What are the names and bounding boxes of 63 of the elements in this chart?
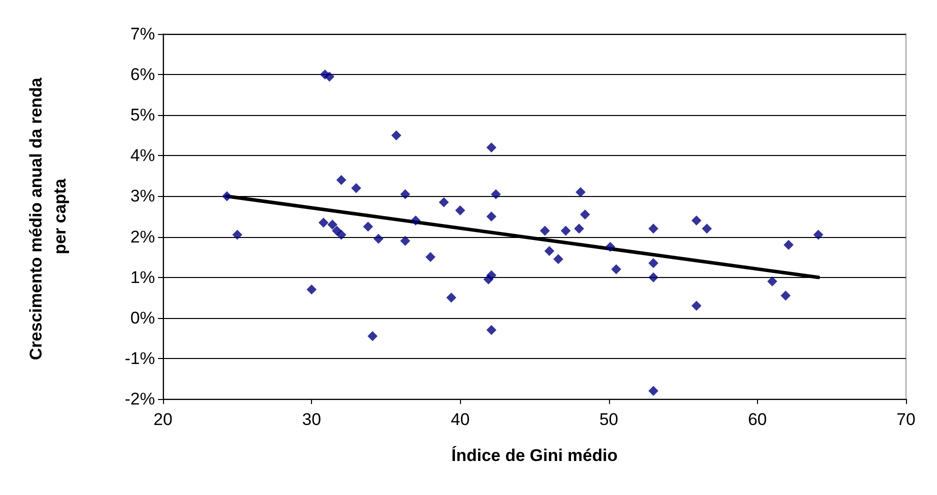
y-tick-label: 2% [130, 227, 155, 246]
point [327, 220, 338, 230]
point [232, 230, 242, 240]
point [438, 197, 449, 208]
point [648, 386, 658, 396]
point [574, 224, 584, 234]
point [648, 258, 658, 268]
point [363, 222, 374, 232]
point [490, 189, 501, 200]
point [767, 276, 778, 286]
point [324, 72, 334, 82]
point [318, 218, 328, 228]
point [648, 272, 658, 282]
x-tick-label: 20 [154, 410, 172, 429]
point [691, 300, 702, 311]
point [784, 240, 794, 250]
point [648, 224, 658, 234]
point [306, 284, 317, 294]
point [702, 224, 712, 234]
y-tick-label: -1% [124, 348, 155, 368]
point [373, 234, 384, 244]
point [553, 254, 564, 264]
point [455, 205, 466, 216]
point [576, 187, 586, 198]
point [580, 209, 590, 220]
point [560, 226, 571, 236]
point [336, 175, 346, 185]
y-tick-label: 4% [130, 146, 155, 166]
x-tick-label: 70 [896, 410, 916, 429]
x-tick-label: 60 [748, 410, 767, 429]
point [540, 226, 550, 236]
point [486, 212, 496, 222]
point [391, 130, 402, 140]
y-tick-label: 7% [130, 24, 155, 44]
point [486, 142, 496, 153]
y-tick-label: 0% [130, 308, 155, 328]
point [544, 246, 554, 256]
y-tick-label: 3% [130, 186, 155, 206]
point [222, 191, 232, 202]
point [483, 274, 494, 284]
x-axis-title: Índice de Gini médio [451, 445, 618, 465]
point [780, 290, 791, 301]
point [605, 242, 616, 252]
x-tick-label: 50 [599, 410, 618, 429]
point [410, 216, 421, 226]
point [813, 230, 824, 240]
y-tick-label: 1% [130, 268, 155, 287]
point [336, 230, 346, 240]
y-tick-label: -2% [124, 390, 155, 408]
x-tick-label: 40 [450, 410, 470, 429]
point [400, 236, 410, 246]
y-axis-title: Crescimento médio anual da renda per capta [26, 72, 70, 360]
y-tick-label: 6% [130, 65, 155, 84]
point [691, 216, 702, 226]
x-tick-label: 30 [302, 410, 322, 429]
point [446, 292, 456, 303]
point [351, 183, 362, 194]
point [611, 264, 622, 274]
point [400, 189, 410, 200]
point [425, 252, 436, 262]
point [486, 325, 496, 336]
point [368, 331, 378, 342]
y-tick-label: 5% [130, 106, 155, 125]
